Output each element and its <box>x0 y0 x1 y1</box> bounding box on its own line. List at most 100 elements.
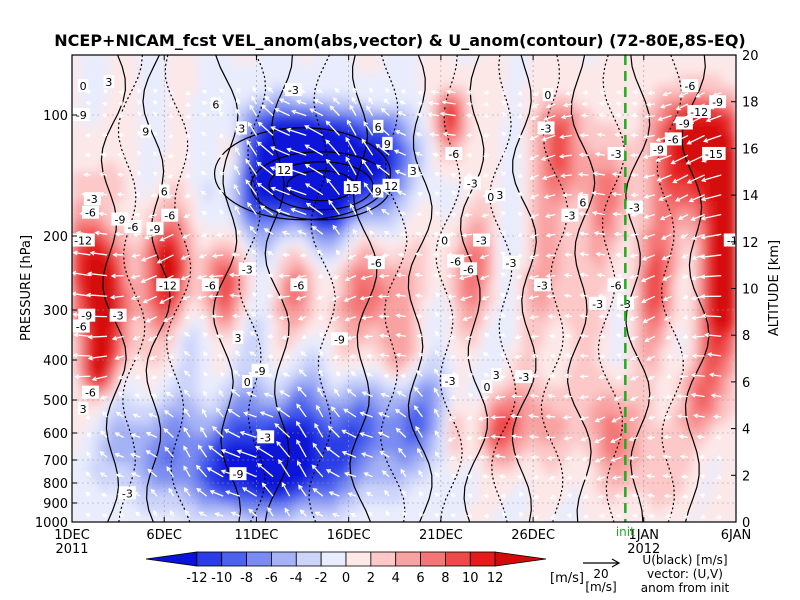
heat-cell <box>536 327 545 338</box>
heat-cell <box>234 181 243 192</box>
heat-cell <box>418 210 427 221</box>
vector-arrowhead <box>99 395 105 400</box>
heat-cell <box>463 123 471 134</box>
heat-cell <box>322 162 331 173</box>
heat-cell <box>566 434 575 445</box>
heat-cell <box>485 103 494 114</box>
heat-cell <box>308 288 317 299</box>
heat-cell <box>359 74 368 85</box>
heat-cell <box>241 64 250 76</box>
heat-cell <box>86 113 95 124</box>
heat-cell <box>219 123 228 134</box>
vector-arrowhead <box>73 332 79 338</box>
heat-cell <box>352 356 361 367</box>
heat-cell <box>632 327 641 338</box>
heat-cell <box>308 230 317 241</box>
heat-cell <box>691 55 700 66</box>
vector-arrow <box>95 231 108 235</box>
heat-cell <box>448 483 457 494</box>
heat-cell <box>175 405 184 416</box>
vector-arrow <box>148 413 158 418</box>
heat-cell <box>507 463 516 474</box>
heat-cell <box>581 55 590 66</box>
heat-cell <box>204 74 213 85</box>
heat-cell <box>123 366 132 377</box>
heat-cell <box>330 74 339 85</box>
heat-cell <box>123 230 132 241</box>
heat-cell <box>529 269 538 280</box>
heat-cell <box>713 376 722 387</box>
heat-cell <box>699 200 708 212</box>
heat-cell <box>308 317 317 329</box>
heat-cell <box>359 298 368 309</box>
vector-arrow <box>199 511 207 517</box>
heat-cell <box>94 55 103 66</box>
heat-cell <box>485 152 494 163</box>
heat-cell <box>588 512 597 522</box>
vector-arrowhead <box>246 391 252 397</box>
heat-cell <box>603 152 612 163</box>
heat-cell <box>204 327 213 338</box>
vector-arrowhead <box>291 109 297 115</box>
heat-cell <box>536 346 545 358</box>
heat-cell <box>108 288 117 299</box>
heat-cell <box>499 483 508 494</box>
vector-arrowhead <box>212 425 217 431</box>
heat-cell <box>315 434 324 445</box>
heat-cell <box>721 74 730 85</box>
heat-cell <box>153 453 162 465</box>
heat-cell <box>197 84 206 95</box>
vector-arrowhead <box>251 249 257 255</box>
heat-cell <box>79 298 88 309</box>
heat-cell <box>197 74 206 85</box>
heat-cell <box>470 366 479 377</box>
heat-cell <box>669 152 678 163</box>
heat-cell <box>713 103 722 114</box>
heat-cell <box>617 453 626 465</box>
heat-cell <box>123 414 132 426</box>
heat-cell <box>256 191 265 202</box>
heat-cell <box>226 385 235 397</box>
heat-cell <box>153 191 162 202</box>
heat-cell <box>721 220 730 231</box>
heat-cell <box>418 376 427 387</box>
heat-cell <box>632 288 641 299</box>
heat-cell <box>581 346 590 358</box>
vector-arrowhead <box>183 389 189 395</box>
vector-arrowhead <box>196 487 202 493</box>
heat-cell <box>315 414 324 426</box>
heat-cell <box>617 307 626 319</box>
heat-cell <box>367 473 376 484</box>
heat-cell <box>123 64 132 76</box>
heat-cell <box>389 113 398 124</box>
heat-cell <box>160 317 169 329</box>
heat-cell <box>190 210 199 221</box>
heat-cell <box>411 239 420 251</box>
heat-cell <box>470 298 479 309</box>
vector-arrowhead <box>235 108 240 114</box>
heat-cell <box>522 473 531 484</box>
heat-cell <box>499 307 508 319</box>
heat-cell <box>219 249 228 260</box>
heat-cell <box>285 385 294 397</box>
heat-cell <box>470 123 479 134</box>
heat-cell <box>544 288 553 299</box>
heat-cell <box>389 230 398 241</box>
heat-cell <box>566 162 575 173</box>
heat-cell <box>669 249 678 260</box>
heat-cell <box>654 239 663 251</box>
heat-cell <box>728 220 736 231</box>
heat-cell <box>175 132 184 144</box>
heat-cell <box>699 123 708 134</box>
heat-cell <box>640 278 649 290</box>
heat-cell <box>558 366 567 377</box>
heat-cell <box>418 434 427 445</box>
heat-cell <box>86 366 95 377</box>
heat-cell <box>145 424 154 436</box>
vector-arrowhead <box>185 153 191 158</box>
heat-cell <box>285 317 294 329</box>
heat-cell <box>234 376 243 387</box>
heat-cell <box>204 473 213 484</box>
heat-cell <box>411 220 420 231</box>
heat-cell <box>558 424 567 436</box>
